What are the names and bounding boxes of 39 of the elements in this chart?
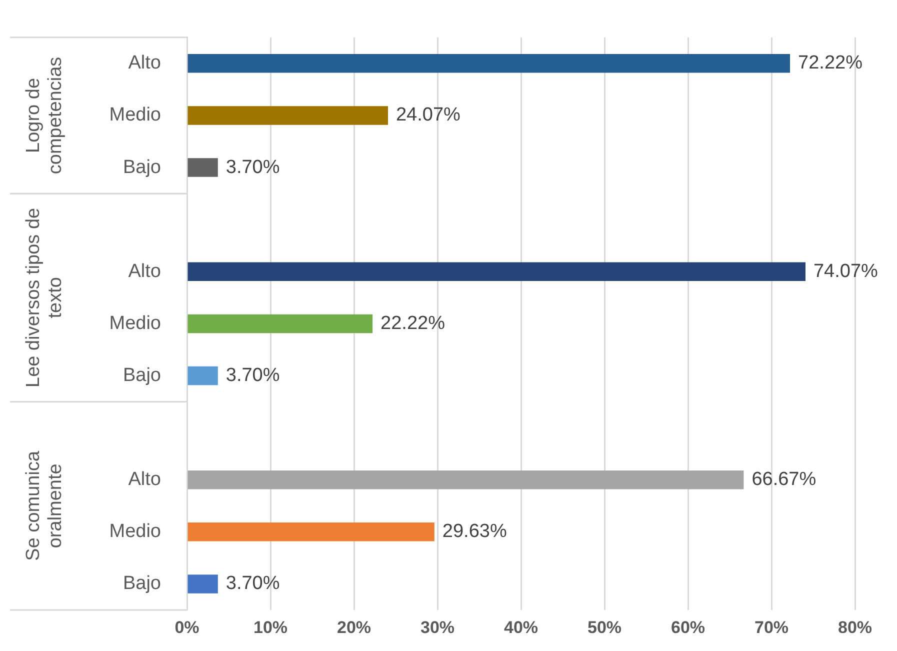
- y-tick-label: Alto: [128, 52, 161, 74]
- bar: [188, 470, 744, 490]
- x-tick-label: 70%: [754, 618, 789, 637]
- data-label: 3.70%: [226, 364, 280, 386]
- data-label: 3.70%: [226, 573, 280, 594]
- bar: [188, 158, 218, 177]
- data-label: 22.22%: [380, 312, 446, 334]
- x-tick-label: 60%: [670, 618, 706, 637]
- y-tick-label: Medio: [109, 312, 161, 334]
- data-label: 3.70%: [226, 156, 280, 178]
- x-tick-label: 50%: [587, 618, 622, 637]
- y-tick-label: Bajo: [122, 156, 161, 178]
- bar: [188, 314, 373, 334]
- data-label: 66.67%: [752, 469, 816, 490]
- data-label: 72.22%: [798, 52, 863, 74]
- x-tick-label: 10%: [253, 618, 288, 637]
- y-tick-label: Medio: [109, 104, 161, 126]
- y-tick-label: Alto: [128, 260, 161, 282]
- bar: [188, 574, 218, 594]
- bar: [188, 522, 434, 542]
- y-tick-label: Medio: [109, 521, 161, 542]
- bar: [188, 262, 806, 282]
- x-tick-label: 80%: [838, 618, 872, 637]
- text: Se comunica oralmente: [23, 450, 66, 561]
- bar: [188, 366, 218, 386]
- x-tick-label: 40%: [504, 618, 538, 637]
- x-tick-label: 30%: [420, 618, 455, 637]
- data-label: 29.63%: [442, 521, 507, 542]
- text: Logro de competencias: [23, 56, 66, 174]
- y-tick-label: Bajo: [122, 364, 161, 386]
- y-tick-label: Alto: [128, 469, 161, 490]
- bar: [188, 54, 790, 73]
- data-label: 24.07%: [396, 104, 461, 126]
- y-tick-label: Bajo: [122, 573, 161, 594]
- x-tick-label: 0%: [174, 618, 200, 637]
- bar: [188, 106, 388, 125]
- x-tick-label: 20%: [336, 618, 372, 637]
- text: Lee diversos tipos de texto: [23, 208, 66, 388]
- data-label: 74.07%: [813, 260, 878, 282]
